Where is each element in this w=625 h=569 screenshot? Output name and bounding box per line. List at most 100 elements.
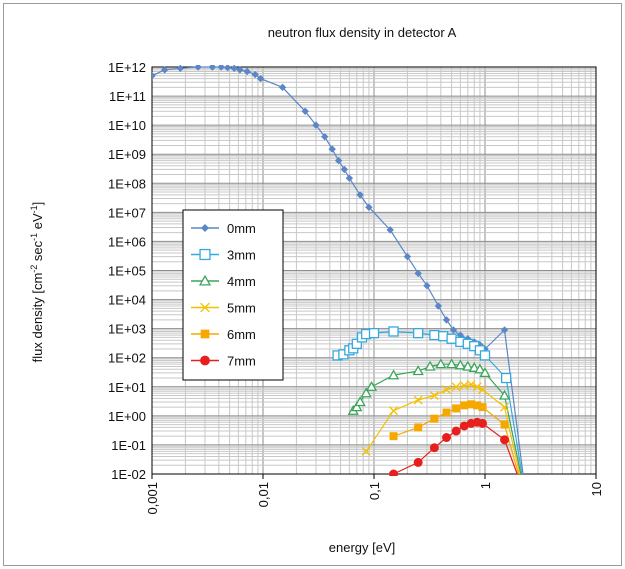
data-point — [389, 406, 399, 416]
legend-label: 6mm — [227, 327, 256, 342]
data-point — [434, 302, 443, 310]
data-point — [386, 226, 394, 234]
data-point — [351, 401, 363, 412]
y-tick-label: 1E+08 — [108, 176, 146, 191]
data-point — [423, 281, 431, 290]
data-point — [500, 402, 510, 412]
data-point — [449, 326, 458, 334]
data-point — [500, 435, 510, 445]
series-7mm — [389, 417, 518, 476]
data-point — [478, 418, 488, 428]
data-point — [460, 401, 469, 410]
y-tick-label: 1E+02 — [108, 351, 146, 366]
data-point — [452, 404, 461, 413]
data-point — [217, 65, 225, 71]
data-point — [413, 395, 423, 405]
data-point — [442, 316, 451, 324]
y-axis-label: flux density [cm-2 sec-1 eV-1] — [29, 202, 45, 363]
data-point — [356, 191, 364, 199]
data-point — [424, 360, 436, 371]
data-point — [387, 369, 400, 380]
data-point — [361, 446, 371, 456]
x-tick-label: 0,01 — [256, 482, 271, 507]
data-point — [243, 67, 251, 76]
data-point — [365, 203, 373, 211]
y-tick-label: 1E+04 — [108, 293, 146, 308]
legend-marker — [200, 223, 210, 233]
data-point — [360, 387, 372, 398]
y-tick-label: 1E-01 — [111, 438, 146, 453]
data-point — [438, 331, 449, 342]
data-point — [414, 269, 422, 278]
y-tick-label: 1E+06 — [108, 234, 146, 249]
data-point — [388, 326, 399, 337]
legend-marker — [200, 355, 210, 366]
data-point — [445, 358, 458, 369]
legend-marker — [200, 329, 210, 339]
data-point — [365, 380, 378, 391]
data-point — [429, 443, 439, 453]
data-point — [389, 432, 398, 441]
data-point — [412, 365, 424, 376]
data-point — [278, 83, 287, 92]
data-point — [472, 382, 482, 392]
data-point — [413, 327, 424, 339]
data-point — [500, 372, 512, 384]
data-point — [413, 457, 423, 467]
data-point — [340, 165, 349, 174]
legend-item: 3mm — [191, 248, 256, 263]
data-point — [403, 252, 412, 261]
data-point — [451, 426, 461, 436]
data-point — [429, 391, 439, 400]
data-point — [345, 174, 354, 182]
data-point — [430, 414, 439, 423]
chart-title: neutron flux density in detector A — [268, 25, 457, 40]
y-tick-label: 1E+09 — [108, 147, 146, 162]
data-point — [236, 66, 244, 74]
x-tick-label: 0,1 — [367, 482, 382, 500]
data-point — [194, 65, 202, 71]
data-point — [442, 433, 452, 443]
legend-marker — [198, 274, 212, 286]
legend-label: 7mm — [227, 354, 256, 369]
data-point — [312, 121, 320, 129]
data-point — [429, 329, 440, 341]
data-point — [176, 65, 185, 73]
series-group — [152, 65, 524, 476]
data-point — [389, 469, 399, 476]
legend-marker — [200, 302, 210, 313]
data-point — [251, 70, 259, 79]
legend-item: 5mm — [191, 301, 256, 316]
x-tick-labels: 0,001 0,01 0,1 1 10 — [145, 474, 604, 515]
data-point — [478, 385, 487, 395]
data-point — [230, 65, 238, 73]
legend-box — [182, 209, 284, 381]
legend-label: 3mm — [227, 248, 256, 263]
data-point — [478, 403, 487, 412]
y-tick-label: 1E+03 — [108, 322, 146, 337]
data-point — [334, 156, 343, 165]
y-tick-label: 1E+07 — [108, 205, 146, 220]
y-tick-label: 1E+10 — [108, 118, 146, 133]
data-point — [328, 145, 336, 153]
data-point — [152, 72, 156, 80]
data-point — [208, 65, 217, 71]
legend-item: 6mm — [191, 327, 256, 342]
data-point — [466, 380, 476, 389]
data-point — [256, 74, 265, 83]
series-5mm — [361, 380, 521, 475]
x-tick-label: 0,001 — [145, 482, 160, 515]
legend-item: 4mm — [191, 274, 256, 289]
legend-label: 5mm — [227, 301, 256, 316]
y-tick-label: 1E+05 — [108, 264, 146, 279]
data-point — [498, 389, 511, 400]
data-point — [446, 333, 457, 344]
data-point — [462, 360, 474, 371]
data-point — [454, 359, 466, 370]
data-point — [500, 326, 509, 334]
data-point — [351, 338, 362, 349]
data-point — [354, 396, 366, 407]
legend-marker — [199, 248, 211, 261]
data-point — [479, 367, 491, 378]
